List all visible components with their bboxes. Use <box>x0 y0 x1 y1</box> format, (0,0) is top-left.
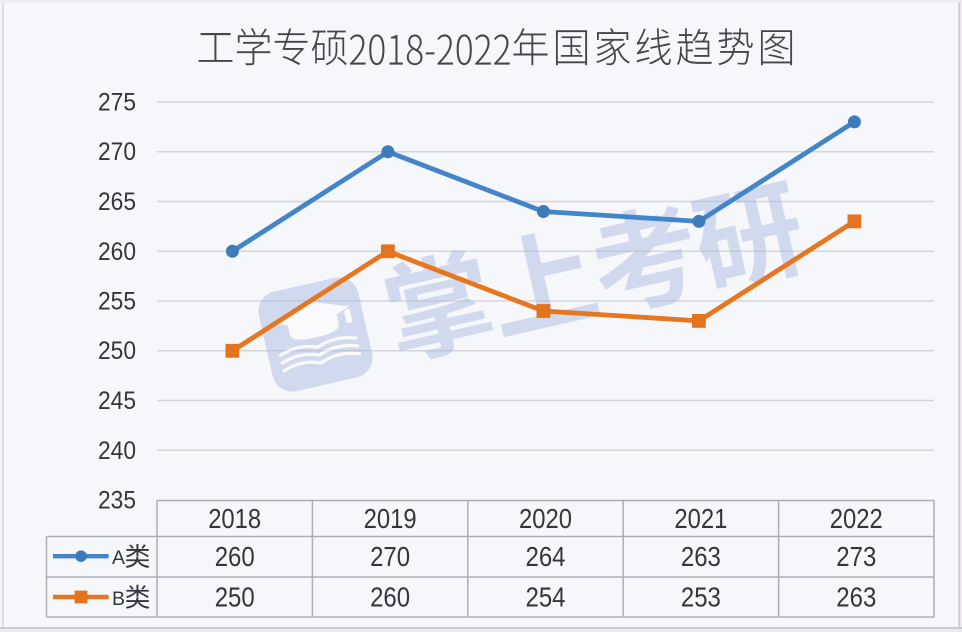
svg-text:270: 270 <box>98 138 136 166</box>
svg-text:260: 260 <box>215 541 255 572</box>
svg-text:253: 253 <box>681 582 721 613</box>
svg-text:245: 245 <box>98 387 136 415</box>
svg-text:235: 235 <box>98 487 136 515</box>
svg-text:2018: 2018 <box>208 503 261 534</box>
svg-text:260: 260 <box>98 238 136 266</box>
svg-text:240: 240 <box>98 437 136 465</box>
svg-text:260: 260 <box>370 582 410 613</box>
svg-text:254: 254 <box>526 582 566 613</box>
svg-text:2021: 2021 <box>674 503 727 534</box>
svg-text:273: 273 <box>836 541 876 572</box>
svg-text:B: B <box>112 588 125 610</box>
svg-text:2019: 2019 <box>364 503 417 534</box>
svg-text:270: 270 <box>370 541 410 572</box>
svg-text:263: 263 <box>836 582 876 613</box>
svg-text:2020: 2020 <box>519 503 572 534</box>
svg-text:255: 255 <box>98 288 136 316</box>
svg-text:265: 265 <box>98 188 136 216</box>
svg-text:2022: 2022 <box>830 503 883 534</box>
svg-text:250: 250 <box>215 582 255 613</box>
svg-text:250: 250 <box>98 337 136 365</box>
svg-text:264: 264 <box>526 541 566 572</box>
svg-text:275: 275 <box>98 89 136 117</box>
svg-text:A: A <box>112 547 125 569</box>
svg-text:263: 263 <box>681 541 721 572</box>
